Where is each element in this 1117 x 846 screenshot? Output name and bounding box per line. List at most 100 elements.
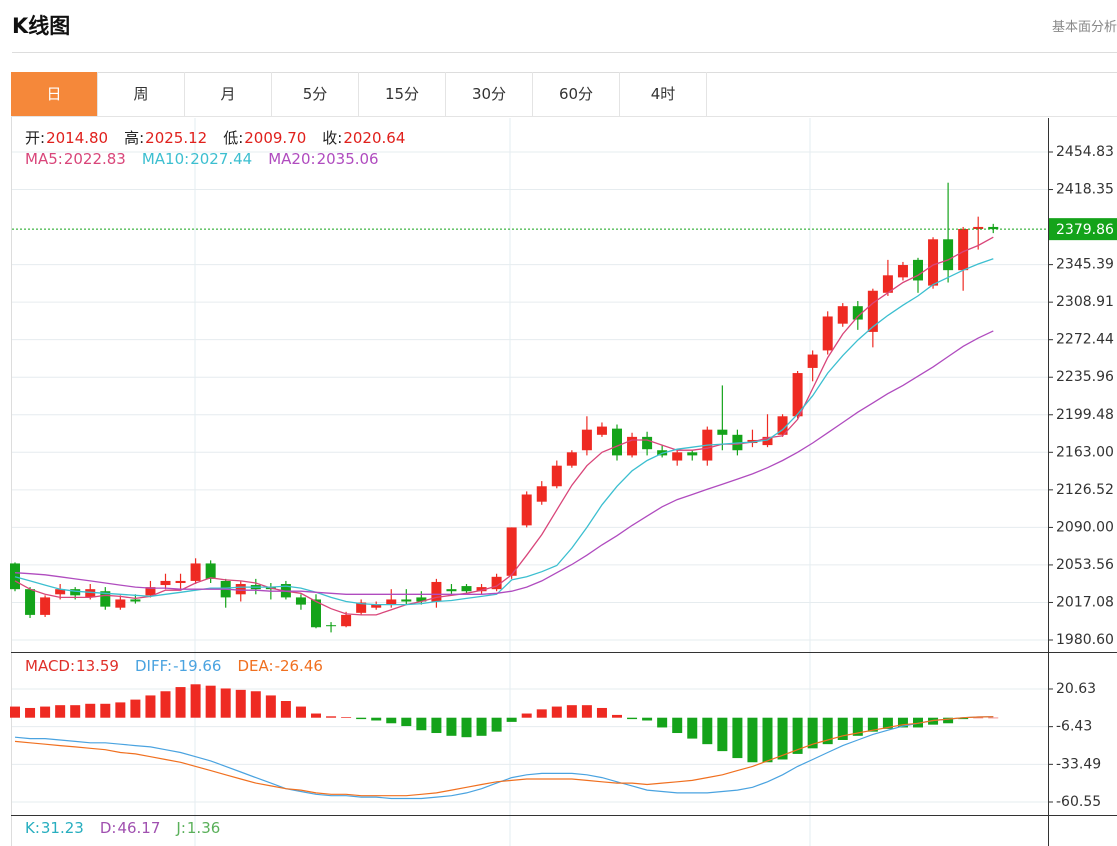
macd-bar [747,717,758,763]
ma-line [14,236,994,616]
macd-bar [10,706,20,718]
macd-bar [130,699,141,718]
macd-bar [175,687,186,718]
legend-value: 2027.44 [190,150,253,168]
candle-body [10,563,20,590]
macd-bar [265,695,276,718]
chart-frame [11,72,1117,846]
candle-body [461,586,472,592]
legend-item: MA10:2027.44 [142,150,252,168]
candle-body [235,584,246,595]
candle-body [642,436,653,450]
candle-body [687,452,698,456]
legend-value: 31.23 [40,819,84,837]
y-tick-label: 2053.56 [1056,557,1114,573]
legend-item: MA20:2035.06 [268,150,378,168]
y-tick-label: 20.63 [1056,681,1096,697]
macd-bar [280,701,291,718]
macd-bar [356,717,367,720]
tab[interactable]: 日 [11,72,98,116]
legend-value: 13.59 [76,657,119,675]
legend-label: 高: [124,129,145,147]
candle-body [777,416,788,435]
legend-item: MACD:13.59 [25,657,119,675]
tab[interactable]: 周 [98,72,185,116]
legend-value: 2020.64 [343,129,406,147]
ma-line [14,330,994,595]
candle-body [476,587,487,592]
candle-body [958,229,969,271]
macd-line [14,716,994,797]
legend-label: DIFF: [134,657,173,675]
macd-bar [40,706,51,718]
candle-body [401,599,412,602]
candle-body [852,306,863,320]
candle-body [160,580,171,586]
macd-bar [521,713,532,718]
legend-label: MA10: [141,150,190,168]
candle-body [943,239,954,271]
macd-bar [973,717,984,719]
candle-body [551,465,562,487]
tab[interactable]: 15分 [359,72,446,116]
y-tick-label: 2126.52 [1056,482,1114,498]
macd-bar [100,703,111,718]
legend-value: 2014.80 [46,129,109,147]
macd-bar [476,717,487,736]
candle-body [897,265,908,278]
candle-body [521,494,532,526]
macd-bar [657,717,668,728]
fundamental-link[interactable]: 基本面分析 [1052,20,1117,35]
tab[interactable]: 4时 [620,72,707,116]
candle-body [672,452,683,461]
tab[interactable]: 30分 [446,72,533,116]
candle-body [55,589,66,595]
candle-body [311,599,321,628]
legend-label: D: [99,819,117,837]
legend-item: J:1.36 [176,819,220,837]
y-tick-label: 2235.96 [1056,369,1114,385]
legend-label: K: [25,819,40,837]
macd-bar [897,717,908,728]
candle-body [416,597,427,602]
candle-body [822,316,833,351]
ma-line [14,258,994,606]
legend-value: 2022.83 [63,150,126,168]
legend-value: 2035.06 [316,150,379,168]
macd-bar [792,717,803,754]
legend-value: 2025.12 [145,129,208,147]
tab[interactable]: 5分 [272,72,359,116]
candle-body [85,589,96,598]
y-tick-label: 2454.83 [1056,144,1114,160]
candle-body [792,373,803,417]
tab[interactable]: 月 [185,72,272,116]
candle-body [491,576,502,590]
legend-value: -26.46 [274,657,323,675]
y-tick-label: 2199.48 [1056,407,1114,423]
y-tick-label: 2163.00 [1056,444,1114,460]
candle-body [807,354,818,368]
macd-bar [551,706,562,718]
macd-bar [205,685,216,718]
macd-bar [401,717,412,727]
macd-bar [416,717,427,731]
macd-bar [25,707,36,718]
legend-item: DIFF:-19.66 [135,657,221,675]
y-tick-label: -60.55 [1056,794,1101,810]
tab[interactable]: 60分 [533,72,620,116]
macd-bar [762,717,773,763]
y-tick-label: -33.49 [1056,756,1101,772]
legend-value: 2009.70 [244,129,307,147]
macd-bar [612,714,622,718]
legend: MA5:2022.83 MA10:2027.44 MA20:2035.06 [25,150,379,168]
candle-body [386,599,397,605]
legend-label: MA20: [268,150,316,168]
candle-body [928,239,939,286]
page-title: K线图 [12,14,71,38]
candle-body [627,436,638,456]
candle-body [326,625,337,627]
tab-bar: 日周月 5分 15分 30分 60分 4时 [11,72,707,116]
y-tick-label: 2017.08 [1056,594,1114,610]
candle-body [988,226,999,230]
